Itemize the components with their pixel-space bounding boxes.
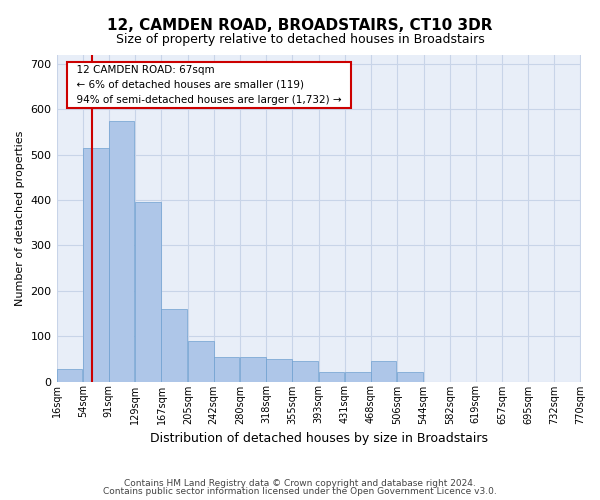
Bar	[292, 361, 318, 382]
Bar	[397, 372, 423, 382]
Bar	[240, 356, 266, 382]
Text: 12 CAMDEN ROAD: 67sqm
  ← 6% of detached houses are smaller (119)
  94% of semi-: 12 CAMDEN ROAD: 67sqm ← 6% of detached h…	[70, 65, 348, 105]
Bar	[266, 359, 292, 382]
X-axis label: Distribution of detached houses by size in Broadstairs: Distribution of detached houses by size …	[149, 432, 488, 445]
Bar	[135, 202, 161, 382]
Bar	[56, 369, 82, 382]
Bar	[188, 340, 214, 382]
Bar	[109, 121, 134, 382]
Text: Size of property relative to detached houses in Broadstairs: Size of property relative to detached ho…	[116, 32, 484, 46]
Bar	[161, 309, 187, 382]
Bar	[319, 372, 344, 382]
Y-axis label: Number of detached properties: Number of detached properties	[15, 130, 25, 306]
Bar	[83, 148, 109, 382]
Bar	[214, 356, 239, 382]
Bar	[371, 361, 397, 382]
Text: 12, CAMDEN ROAD, BROADSTAIRS, CT10 3DR: 12, CAMDEN ROAD, BROADSTAIRS, CT10 3DR	[107, 18, 493, 32]
Text: Contains HM Land Registry data © Crown copyright and database right 2024.: Contains HM Land Registry data © Crown c…	[124, 478, 476, 488]
Text: Contains public sector information licensed under the Open Government Licence v3: Contains public sector information licen…	[103, 487, 497, 496]
Bar	[345, 372, 371, 382]
